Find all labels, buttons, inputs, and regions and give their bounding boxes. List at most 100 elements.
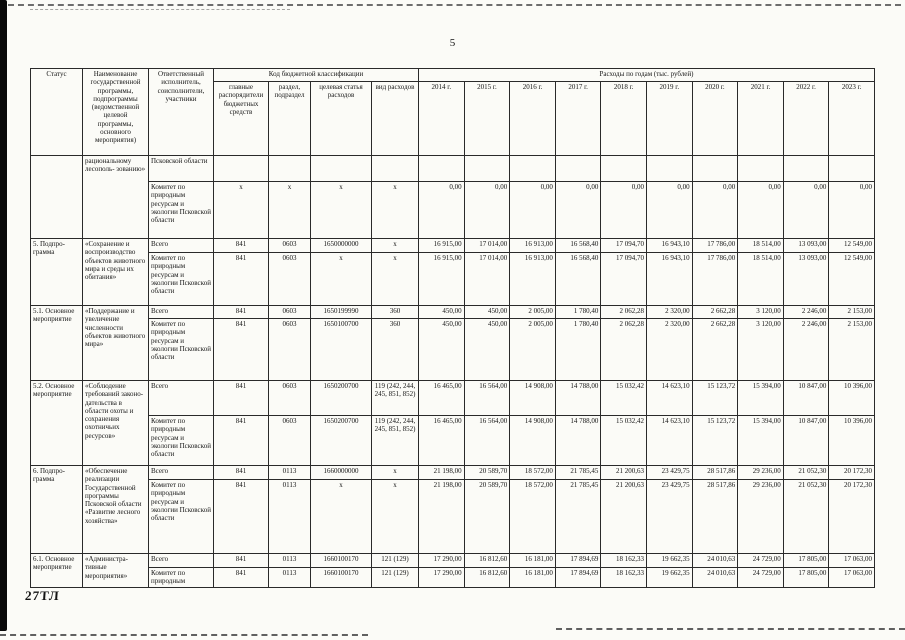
table-row: 6.1. Основное мероприятие «Администра- ти… xyxy=(30,553,875,588)
code-cell: х xyxy=(310,252,372,306)
value-cell: 15 123,72 xyxy=(691,380,739,416)
value-cell: 12 549,00 xyxy=(828,238,875,253)
status-cell: 5.2. Основное мероприятие xyxy=(30,380,83,466)
value-cell xyxy=(463,155,511,182)
value-cell: 20 172,30 xyxy=(828,479,875,554)
value-cell: 19 662,35 xyxy=(646,553,693,568)
code-cell: х xyxy=(370,465,420,480)
table-row: 5. Подпро- грамма «Сохранение и воспроизв… xyxy=(30,238,875,306)
code-cell: 0113 xyxy=(268,567,311,588)
value-cell: 23 429,75 xyxy=(646,465,693,480)
scan-edge-top xyxy=(8,4,901,6)
value-cell: 16 564,00 xyxy=(463,380,511,416)
code-cell: х xyxy=(370,479,420,554)
value-cell: 2 662,28 xyxy=(691,305,739,319)
value-cell: 29 236,00 xyxy=(737,465,784,480)
code-cell: х xyxy=(370,238,420,253)
table-row: Комитет по природным ресурсам и экологии… xyxy=(31,415,875,466)
code-cell: 841 xyxy=(213,318,269,381)
table-row: Комитет по природным ресурсам и экологии… xyxy=(31,181,875,239)
value-cell: 17 094,70 xyxy=(600,252,647,306)
value-cell: 450,00 xyxy=(463,318,511,381)
code-cell: 841 xyxy=(213,305,269,319)
executor-cell: Комитет по природным ресурсам и экологии… xyxy=(148,252,214,306)
scan-edge-bottom-left xyxy=(0,634,368,636)
value-cell: 0,00 xyxy=(418,181,465,239)
scan-edge-top-secondary xyxy=(30,9,290,10)
value-cell: 15 032,42 xyxy=(600,415,647,466)
value-cell: 18 572,00 xyxy=(509,465,556,480)
value-cell: 16 568,40 xyxy=(554,238,602,253)
table-row: 5.1. Основное мероприятие «Поддержание и … xyxy=(30,305,875,381)
program-name-cell: рациональному лесополь- зованию» xyxy=(82,155,149,239)
code-cell: 121 (129) xyxy=(370,553,420,568)
value-cell: 1 780,40 xyxy=(554,305,602,319)
code-cell: 841 xyxy=(213,238,269,253)
value-cell: 19 662,35 xyxy=(646,567,693,588)
value-cell xyxy=(691,155,739,182)
col-header-section: раздел, подраздел xyxy=(268,81,311,156)
value-cell: 16 943,10 xyxy=(646,252,693,306)
value-cell: 20 172,30 xyxy=(828,465,875,480)
executor-cell: Комитет по природным ресурсам и экологии… xyxy=(148,181,214,239)
value-cell: 16 568,40 xyxy=(554,252,602,306)
code-cell: 0113 xyxy=(268,553,311,568)
value-cell: 15 394,00 xyxy=(737,415,784,466)
code-cell xyxy=(213,155,269,182)
col-header-year-2019: 2019 г. xyxy=(646,81,693,156)
value-cell: 16 181,00 xyxy=(509,553,556,568)
value-cell: 15 394,00 xyxy=(737,380,784,416)
value-cell: 21 198,00 xyxy=(418,465,465,480)
value-cell: 17 014,00 xyxy=(463,238,511,253)
value-cell: 15 032,42 xyxy=(600,380,647,416)
table-header: Статус Наименование государственной прог… xyxy=(30,68,875,156)
value-cell: 21 200,63 xyxy=(600,479,647,554)
status-cell xyxy=(30,155,83,239)
col-header-year-2023: 2023 г. xyxy=(828,81,875,156)
value-cell: 3 120,00 xyxy=(737,318,784,381)
value-cell: 0,00 xyxy=(646,181,693,239)
col-header-status: Статус xyxy=(30,68,83,156)
scan-edge-left xyxy=(0,0,7,631)
code-cell xyxy=(268,155,311,182)
value-cell: 18 162,33 xyxy=(600,567,647,588)
value-cell: 16 943,10 xyxy=(646,238,693,253)
value-cell: 14 788,00 xyxy=(554,415,602,466)
value-cell: 16 465,00 xyxy=(418,415,465,466)
table-row: Комитет по природным ресурсам и экологии… xyxy=(31,479,875,554)
value-cell: 18 514,00 xyxy=(737,238,784,253)
code-cell: х xyxy=(268,181,311,239)
table-row: 5.2. Основное мероприятие «Соблюдение тре… xyxy=(30,380,875,466)
executor-cell: Всего xyxy=(148,305,214,319)
table-row: 6. Подпро- грамма «Обеспечение реализации… xyxy=(30,465,875,554)
value-cell: 23 429,75 xyxy=(646,479,693,554)
code-cell xyxy=(370,155,420,182)
value-cell: 17 894,69 xyxy=(554,553,602,568)
col-header-year-2014: 2014 г. xyxy=(418,81,465,156)
value-cell: 17 894,69 xyxy=(554,567,602,588)
col-header-target-item: целевая статья расходов xyxy=(310,81,372,156)
code-cell: 841 xyxy=(213,553,269,568)
value-cell: 16 913,00 xyxy=(509,238,556,253)
code-cell: х xyxy=(213,181,269,239)
value-cell: 16 915,00 xyxy=(418,252,465,306)
code-cell: 1660100170 xyxy=(310,567,372,588)
value-cell: 12 549,00 xyxy=(828,252,875,306)
value-cell xyxy=(828,155,875,182)
code-cell: 841 xyxy=(213,380,269,416)
value-cell: 13 093,00 xyxy=(782,238,830,253)
value-cell: 450,00 xyxy=(418,305,465,319)
status-cell: 6. Подпро- грамма xyxy=(30,465,83,554)
code-cell: 1650199990 xyxy=(310,305,372,319)
executor-cell: Всего xyxy=(148,465,214,480)
value-cell: 17 805,00 xyxy=(782,567,830,588)
value-cell: 450,00 xyxy=(463,305,511,319)
value-cell: 20 589,70 xyxy=(463,479,511,554)
code-cell xyxy=(310,155,372,182)
status-cell: 5. Подпро- грамма xyxy=(30,238,83,306)
col-header-year-2016: 2016 г. xyxy=(509,81,556,156)
value-cell: 16 915,00 xyxy=(418,238,465,253)
value-cell: 17 786,00 xyxy=(691,238,739,253)
executor-cell: Всего xyxy=(148,553,214,568)
value-cell xyxy=(782,155,830,182)
